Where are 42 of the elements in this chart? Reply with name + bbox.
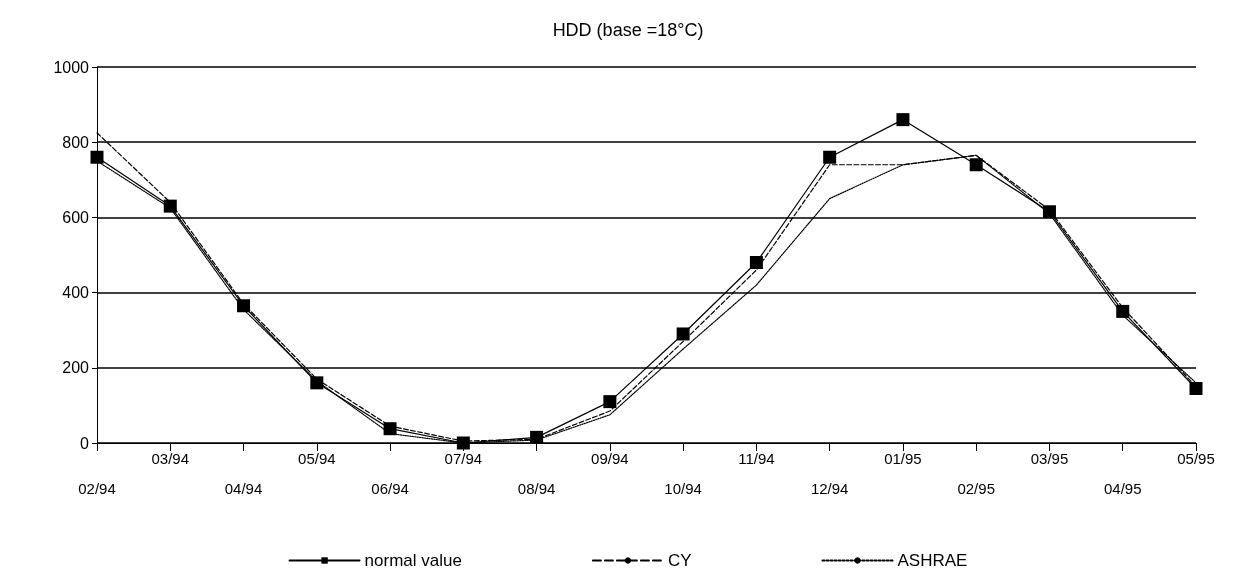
- legend-label: CY: [667, 551, 692, 570]
- point: [676, 327, 690, 341]
- x-tick-label: 04/95: [1103, 480, 1142, 497]
- y-tick-label: 600: [62, 208, 90, 226]
- y-tick-label: 0: [80, 434, 90, 452]
- point: [456, 436, 470, 450]
- x-tick-label: 04/94: [224, 480, 263, 497]
- point: [163, 199, 177, 213]
- point: [823, 150, 837, 164]
- point: [1116, 304, 1130, 318]
- x-tick-label: 10/94: [664, 480, 702, 497]
- point: [749, 256, 763, 270]
- point: [969, 158, 983, 172]
- x-tick-label: 07/94: [444, 450, 483, 467]
- y-tick-label: 400: [62, 284, 90, 302]
- y-tick-label: 800: [62, 133, 90, 151]
- x-tick-label: 02/95: [957, 480, 995, 497]
- x-tick-label: 06/94: [371, 480, 409, 497]
- legend-label: normal value: [364, 551, 462, 570]
- point: [603, 395, 617, 409]
- point: [90, 150, 104, 164]
- point: [383, 422, 397, 436]
- point: [530, 430, 544, 444]
- point: [1042, 205, 1056, 219]
- x-tick-label: 11/94: [738, 450, 775, 467]
- legend-label: ASHRAE: [897, 551, 968, 570]
- point: [310, 376, 324, 390]
- x-tick-label: 08/94: [517, 480, 556, 497]
- x-tick-label: 03/94: [151, 450, 190, 467]
- x-tick-label: 01/95: [884, 450, 922, 467]
- x-tick-label: 05/94: [298, 450, 336, 467]
- point: [237, 299, 251, 313]
- y-tick-label: 1000: [53, 58, 90, 76]
- x-tick-label: 03/95: [1030, 450, 1069, 467]
- x-tick-label: 02/94: [78, 480, 116, 497]
- point: [896, 113, 910, 127]
- point: [1189, 381, 1203, 395]
- y-tick-label: 200: [62, 359, 90, 377]
- x-tick-label: 09/94: [591, 450, 629, 467]
- x-tick-label: 12/94: [810, 480, 849, 497]
- chart-title: HDD (base =18°C): [552, 20, 704, 40]
- x-tick-label: 05/95: [1177, 450, 1215, 467]
